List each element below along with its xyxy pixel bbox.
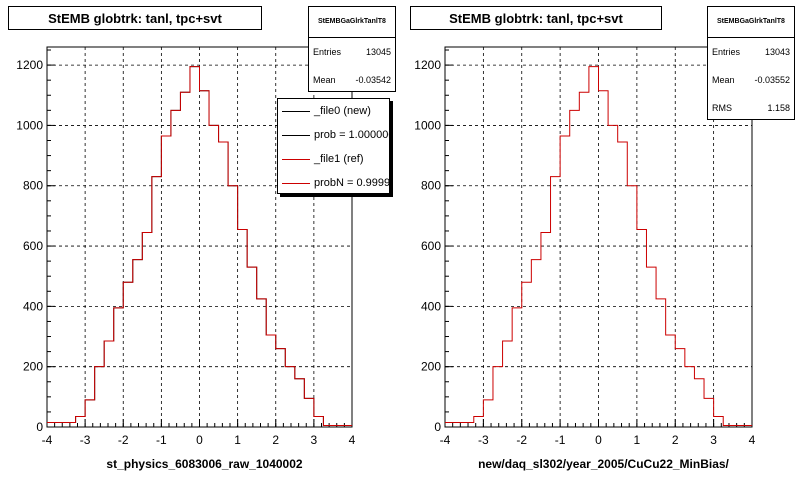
stats-label: RMS [712,103,732,113]
legend-entry: _file1 (ref) [278,147,389,171]
panel1-x-tick-label: 3 [311,433,318,447]
stats-value: 13043 [764,47,790,57]
panel2-y-tick-label: 0 [434,420,441,434]
panel2-series-1-step-line [445,66,752,426]
stats-row-mean: Mean -0.03542 [309,66,395,94]
stats-box-left: StEMBGaGlrkTanlT8 Entries 13045 Mean -0.… [308,6,396,92]
stats-value: -0.03542 [355,75,391,85]
panel1-x-tick-label: -2 [118,433,129,447]
title-text: StEMB globtrk: tanl, tpc+svt [48,10,222,26]
panel1-y-tick-label: 600 [23,239,43,253]
panel2-x-tick-label: 1 [634,433,641,447]
legend-label: prob = 1.000000 [314,129,389,141]
legend-left: _file0 (new) prob = 1.000000 _file1 (ref… [277,98,390,194]
panel2-x-tick-label: -3 [478,433,489,447]
panel2-y-tick-label: 200 [421,360,441,374]
legend-swatch [282,110,310,112]
legend-entry: probN = 0.999950 [278,171,389,195]
histogram-title-left: StEMB globtrk: tanl, tpc+svt [8,6,262,30]
legend-entry: _file0 (new) [278,99,389,123]
stats-name: StEMBGaGlrkTanlT8 [309,7,395,38]
stats-label: Mean [313,75,336,85]
panel1-x-tick-label: -4 [42,433,53,447]
legend-swatch [282,158,310,160]
panel1-x-tick-label: 1 [234,433,241,447]
panel2-y-tick-label: 1000 [414,118,441,132]
panel1-x-tick-label: -1 [156,433,167,447]
panel2-y-tick-label: 600 [421,239,441,253]
stats-label: Entries [313,47,342,57]
panel2-y-tick-label: 1200 [414,58,441,72]
stats-name: StEMBGaGlrkTanlT8 [708,7,794,38]
panel1-series-2-step-line [47,66,352,426]
panel1-x-tick-label: 2 [272,433,279,447]
panel2-x-tick-label: -1 [555,433,566,447]
panel1-y-tick-label: 200 [23,360,43,374]
panel1-y-tick-label: 0 [36,420,43,434]
panel2-y-tick-label: 800 [421,179,441,193]
panel2-x-tick-label: 0 [595,433,602,447]
panel1-x-tick-label: 4 [349,433,356,447]
stats-value: 1.158 [767,103,790,113]
stats-box-right: StEMBGaGlrkTanlT8 Entries 13043 Mean -0.… [707,6,795,120]
panel2-x-tick-label: -2 [516,433,527,447]
panel1-y-tick-label: 1000 [16,118,43,132]
legend-swatch [282,134,310,136]
histogram-title-right: StEMB globtrk: tanl, tpc+svt [410,6,662,30]
stats-row-entries: Entries 13045 [309,38,395,66]
stats-label: Mean [712,75,735,85]
panel1-x-tick-label: 0 [196,433,203,447]
panel2-y-tick-label: 400 [421,299,441,313]
panel1-y-tick-label: 800 [23,179,43,193]
panel1-x-tick-label: -3 [80,433,91,447]
stats-label: Entries [712,47,741,57]
panel1-y-tick-label: 400 [23,299,43,313]
stats-value: 13045 [365,47,391,57]
panel2-x-tick-label: 3 [710,433,717,447]
stats-row-entries: Entries 13043 [708,38,794,66]
panel1-x-axis-label: st_physics_6083006_raw_1040002 [106,457,302,471]
legend-label: probN = 0.999950 [314,177,389,189]
stats-row-rms: RMS 1.158 [708,94,794,122]
panel2-x-tick-label: -4 [440,433,451,447]
legend-label: _file1 (ref) [314,153,364,165]
panel2-plot-frame [444,46,753,428]
legend-swatch [282,182,310,184]
legend-label: _file0 (new) [314,105,371,117]
title-text: StEMB globtrk: tanl, tpc+svt [449,10,623,26]
legend-entry: prob = 1.000000 [278,123,389,147]
panel1-y-tick-label: 1200 [16,58,43,72]
stats-value: -0.03552 [754,75,790,85]
panel2-x-axis-label: new/daq_sl302/year_2005/CuCu22_MinBias/ [478,457,729,471]
stats-row-mean: Mean -0.03552 [708,66,794,94]
panel2-x-tick-label: 2 [672,433,679,447]
panel2-x-tick-label: 4 [749,433,756,447]
